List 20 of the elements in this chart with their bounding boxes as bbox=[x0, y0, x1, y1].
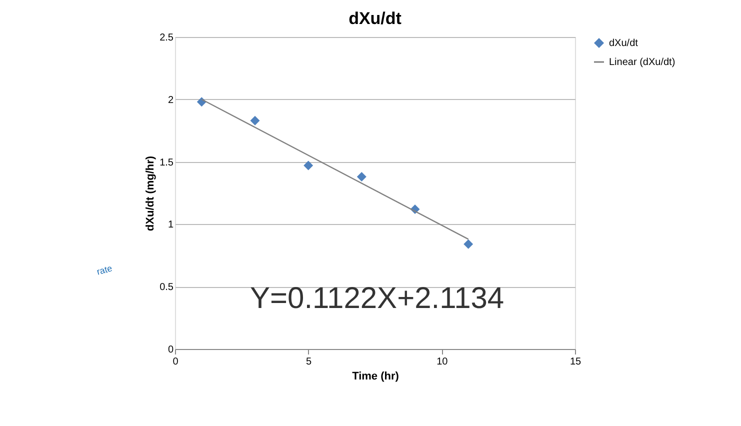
y-tick-label: 1.5 bbox=[160, 157, 174, 168]
legend-label: Linear (dXu/dt) bbox=[609, 57, 676, 68]
y-tick-label: 2.5 bbox=[160, 32, 174, 44]
y-tick-label: 0.5 bbox=[160, 282, 174, 294]
y-tick-label: 1 bbox=[168, 220, 174, 231]
y-axis-title: dXu/dt (mg/hr) bbox=[144, 156, 157, 232]
y-tick-label: 0 bbox=[168, 344, 174, 356]
x-tick-label: 15 bbox=[570, 356, 582, 368]
text: rate bbox=[96, 263, 114, 277]
y-tick-label: 2 bbox=[168, 94, 174, 106]
annotation: Y=0.1122X+2.1134 bbox=[250, 282, 504, 315]
legend-label: dXu/dt bbox=[609, 38, 638, 49]
point bbox=[250, 116, 260, 126]
x-axis-title: Time (hr) bbox=[352, 370, 400, 382]
x-tick-label: 10 bbox=[436, 356, 448, 368]
x-tick-label: 5 bbox=[306, 356, 312, 368]
point bbox=[464, 239, 474, 249]
chart-title: dXu/dt bbox=[348, 9, 402, 28]
point bbox=[356, 172, 366, 182]
point bbox=[304, 160, 314, 170]
